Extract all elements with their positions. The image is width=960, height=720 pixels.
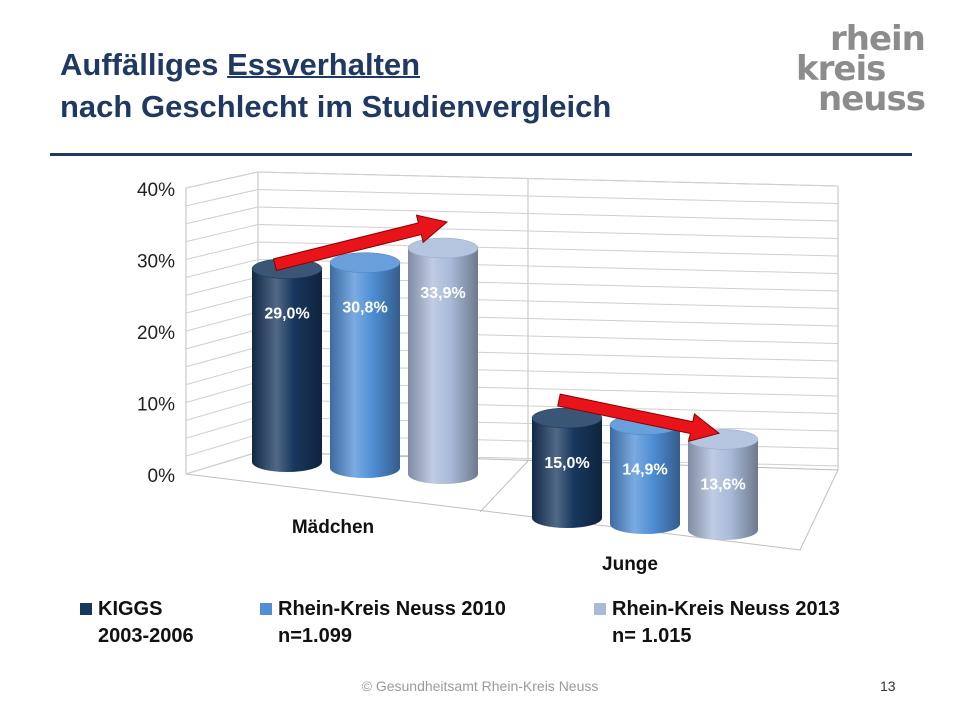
data-label: 29,0% (264, 306, 309, 323)
bar-cylinder (610, 424, 680, 534)
legend-swatch (260, 603, 272, 615)
grid-line (185, 171, 839, 189)
bar-cylinder (330, 262, 400, 478)
legend-label: Rhein-Kreis Neuss 2010 n=1.099 (278, 598, 506, 647)
title-line1-underlined: Essverhalten (227, 47, 421, 82)
category-label: Mädchen (292, 517, 374, 538)
bar-cylinder (252, 268, 322, 472)
bar-cylinder (532, 418, 602, 528)
logo-line-1: rhein (830, 19, 926, 59)
grid-line (185, 206, 839, 225)
y-tick-label: 20% (137, 323, 175, 344)
legend-label: Rhein-Kreis Neuss 2013 n= 1.015 (612, 598, 840, 647)
grid-line (185, 258, 839, 278)
grid-line (185, 188, 839, 207)
page-number: 13 (880, 678, 896, 694)
y-tick-label: 40% (137, 180, 175, 201)
slide-title: Auffälliges Essverhalten nach Geschlecht… (60, 44, 760, 128)
chart-legend: KIGGS 2003-2006 Rhein-Kreis Neuss 2010 n=… (80, 596, 920, 656)
data-label: 13,6% (700, 476, 745, 493)
legend-label: KIGGS 2003-2006 (98, 598, 194, 647)
chart-side-wall (185, 171, 259, 475)
data-label: 14,9% (622, 462, 667, 479)
grid-line (185, 223, 839, 243)
bar-cylinder (688, 439, 758, 540)
legend-swatch (80, 603, 92, 615)
y-tick-label: 0% (148, 466, 176, 487)
data-label: 30,8% (342, 300, 387, 317)
y-tick-label: 30% (137, 252, 175, 273)
bar-cylinder (408, 248, 478, 484)
title-divider (50, 153, 912, 156)
category-label: Junge (602, 554, 658, 575)
y-tick-label: 10% (137, 395, 175, 416)
footer-copyright: © Gesundheitsamt Rhein-Kreis Neuss (361, 678, 599, 694)
rhein-kreis-neuss-logo: rhein kreis neuss (790, 18, 940, 118)
trend-arrow (272, 214, 449, 272)
data-label: 15,0% (544, 455, 589, 472)
logo-line-2: kreis (796, 49, 886, 89)
trend-arrow (557, 393, 721, 443)
bar-top (329, 252, 401, 273)
grid-line (185, 241, 839, 260)
title-line2: nach Geschlecht im Studienvergleich (60, 89, 612, 124)
legend-swatch (594, 603, 606, 615)
title-line1-pre: Auffälliges (60, 47, 228, 82)
bar-top (407, 237, 479, 259)
floor-divider (479, 460, 529, 513)
data-label: 33,9% (420, 285, 465, 302)
logo-line-3: neuss (818, 79, 926, 119)
